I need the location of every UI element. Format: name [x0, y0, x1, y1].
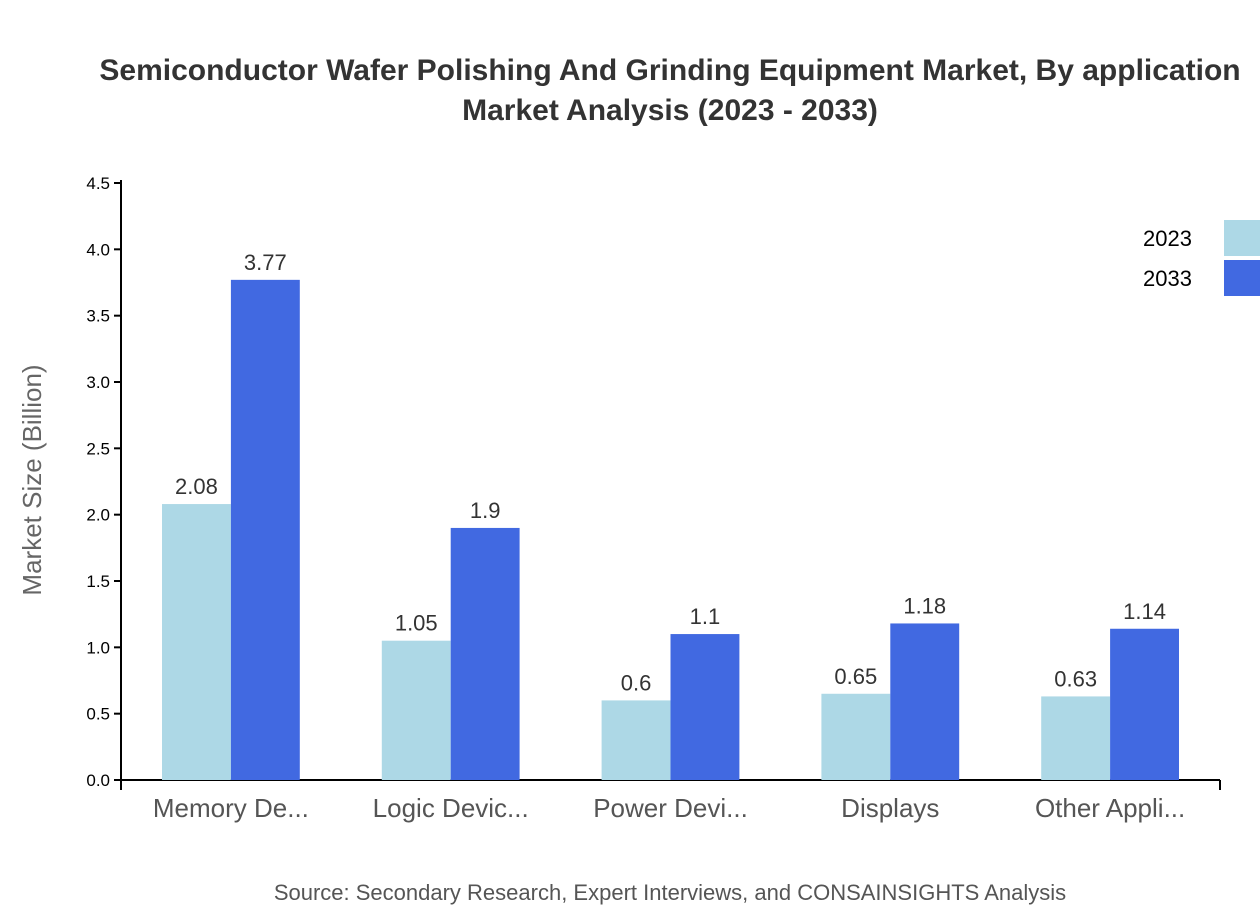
chart-title-line-2: Market Analysis (2023 - 2033)	[462, 94, 878, 127]
data-label: 3.77	[244, 250, 287, 275]
bars: 2.08 3.77 1.05 1.9 0.6 1.1 0.65 1.18 0.63 1.14	[162, 250, 1179, 780]
y-axis-label: Market Size (Billion)	[17, 364, 47, 595]
x-tick-label: Memory De...	[153, 793, 309, 823]
y-tick-label: 1.5	[86, 572, 110, 591]
y-tick-label: 4.0	[86, 240, 110, 259]
bar-2033	[450, 527, 520, 780]
y-tick-label: 0.5	[86, 705, 110, 724]
x-tick-label: Logic Devic...	[373, 793, 529, 823]
legend-label: 2023	[1143, 226, 1192, 251]
x-tick-label: Displays	[841, 793, 939, 823]
data-label: 2.08	[175, 474, 218, 499]
x-tick-label: Other Appli...	[1035, 793, 1185, 823]
data-label: 1.14	[1123, 599, 1166, 624]
data-label: 1.18	[903, 593, 946, 618]
y-tick-label: 2.0	[86, 506, 110, 525]
legend-swatch-2023	[1224, 220, 1260, 256]
y-tick-label: 3.0	[86, 373, 110, 392]
bar-2023	[601, 700, 671, 780]
y-axis: 0.0 0.5 1.0 1.5 2.0 2.5 3.0 3.5 4.0 4.5	[86, 174, 122, 790]
data-label: 1.05	[395, 611, 438, 636]
y-tick-label: 4.5	[86, 174, 110, 193]
data-label: 1.9	[470, 498, 501, 523]
bar-2033	[230, 279, 300, 780]
y-tick-label: 3.5	[86, 307, 110, 326]
data-label: 0.6	[621, 670, 652, 695]
legend-label: 2033	[1143, 266, 1192, 291]
x-axis: Memory De... Logic Devic... Power Devi... D…	[120, 779, 1221, 823]
source-note: Source: Secondary Research, Expert Inter…	[274, 880, 1066, 905]
x-tick-label: Power Devi...	[593, 793, 748, 823]
bar-2033	[1110, 628, 1179, 780]
bar-2023	[381, 640, 451, 780]
y-tick-label: 0.0	[86, 771, 110, 790]
legend-swatch-2033	[1224, 260, 1260, 296]
bar-2023	[162, 504, 231, 780]
y-tick-label: 2.5	[86, 439, 110, 458]
bar-2033	[890, 623, 960, 780]
chart-title-line-1: Semiconductor Wafer Polishing And Grindi…	[99, 54, 1240, 87]
y-tick-label: 1.0	[86, 638, 110, 657]
data-label: 0.63	[1054, 666, 1097, 691]
bar-2023	[821, 693, 891, 780]
data-label: 1.1	[690, 604, 721, 629]
bar-2023	[1041, 696, 1111, 780]
data-label: 0.65	[834, 664, 877, 689]
legend: 2023 2033	[1143, 220, 1260, 296]
bar-2033	[670, 634, 740, 780]
